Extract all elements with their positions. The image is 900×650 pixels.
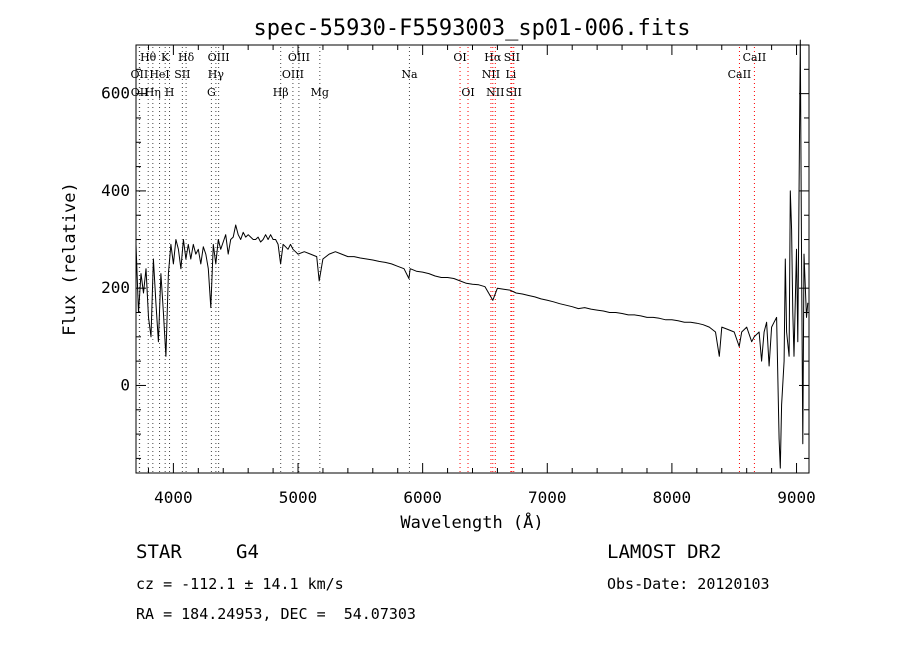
spectral-line-label: Hγ [208,68,225,81]
spectral-line-label: OI [461,86,474,99]
spectral-line-label: NII [486,86,504,99]
x-tick-label: 9000 [777,488,816,507]
x-tick-label: 8000 [653,488,692,507]
y-axis-label: Flux (relative) [60,182,80,336]
ticks-layer: 4000 5000 6000 7000 8000 9000 0 200 400 600 [101,44,816,507]
x-tick-label: 4000 [154,488,193,507]
observation-date: Obs-Date: 20120103 [607,575,770,593]
chart-title: spec-55930-F5593003_sp01-006.fits [253,16,690,41]
y-tick-label: 400 [101,181,130,200]
x-tick-label: 7000 [528,488,567,507]
series-layer [135,39,809,469]
y-tick-label: 0 [120,375,130,394]
spectral-line-label: K [161,51,170,64]
y-tick-label: 200 [101,278,130,297]
x-tick-label: 5000 [279,488,318,507]
spectral-line-label: NII [482,68,500,81]
object-type: STAR [136,541,182,563]
spectral-line-label: OII [131,86,149,99]
spectral-line-label: SII [504,51,520,64]
spectral-line-label: Mg [311,86,329,99]
spectral-line-label: Na [401,68,418,81]
spectral-line-label: Hδ [178,51,195,64]
spectral-line-label: SII [174,68,190,81]
spectral-line-label: Li [505,68,516,81]
spectrum-series-line [135,39,809,469]
spectral-line-label: G [207,86,216,99]
spectral-line-label: Hη [145,86,161,99]
spectral-line-label: H [165,86,175,99]
spectral-line-label: OIII [288,51,310,64]
spectral-line-label: SII [506,86,522,99]
spectral-line-label: OIII [282,68,304,81]
spectral-line-label: OII [131,68,149,81]
spectral-line-label: OIII [208,51,230,64]
x-tick-label: 6000 [403,488,442,507]
spectral-line-label: CaII [743,51,767,64]
spectral-line-label: OI [453,51,466,64]
spectral-line-label: Hα [484,51,502,64]
plot-frame [135,44,810,474]
object-subclass: G4 [236,541,259,563]
x-axis-label: Wavelength (Å) [400,511,543,533]
spectral-line-label: Hβ [273,86,289,99]
survey-name: LAMOST DR2 [607,541,722,563]
spectral-line-label: CaII [728,68,752,81]
y-tick-label: 600 [101,84,130,103]
coordinates-readout: RA = 184.24953, DEC = 54.07303 [136,605,416,623]
redshift-readout: cz = -112.1 ± 14.1 km/s [136,575,344,593]
spectral-line-label: Hθ [140,51,157,64]
